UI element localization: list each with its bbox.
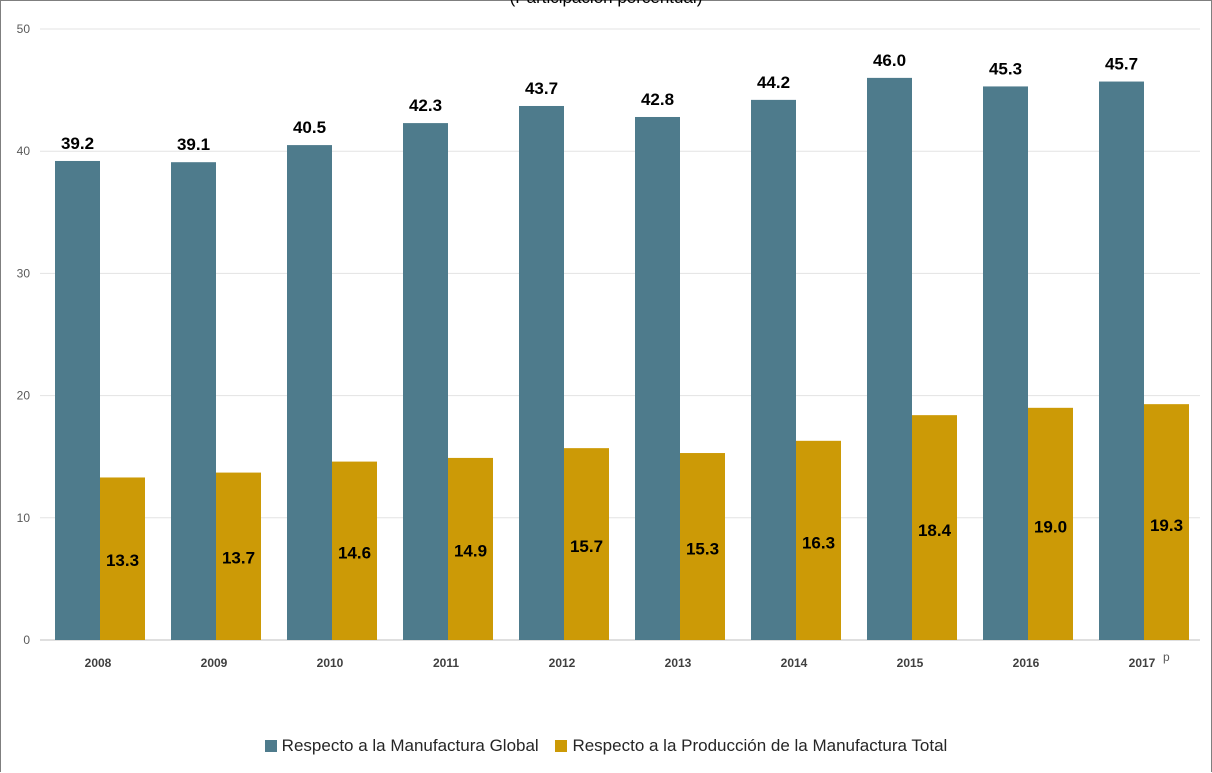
bar-global (635, 116, 680, 640)
data-label-global: 40.5 (293, 118, 326, 137)
bar-global (287, 145, 332, 640)
data-label-total: 15.3 (686, 539, 719, 558)
data-label-total: 16.3 (802, 533, 835, 552)
x-tick-label: 2010 (317, 656, 344, 670)
data-label-global: 39.1 (177, 135, 210, 154)
x-tick-label: 2017 (1129, 656, 1156, 670)
x-tick-label: 2016 (1013, 656, 1040, 670)
bar-total (564, 448, 609, 640)
legend-swatch-global (264, 740, 277, 752)
data-label-total: 15.7 (570, 537, 603, 556)
y-tick-label: 30 (17, 266, 31, 280)
y-tick-label: 50 (17, 22, 31, 36)
legend-item-total: Respecto a la Producción de la Manufactu… (555, 736, 947, 756)
bar-total (332, 461, 377, 640)
data-label-total: 18.4 (918, 521, 952, 540)
y-tick-label: 20 (17, 389, 31, 403)
x-tick-label: 2013 (665, 656, 692, 670)
bar-global (519, 105, 564, 640)
x-tick-label: 2012 (549, 656, 576, 670)
y-tick-label: 40 (17, 144, 31, 158)
chart-subtitle: (Participación porcentual) (0, 0, 1212, 8)
legend-label-global: Respecto a la Manufactura Global (281, 736, 539, 755)
bar-total (216, 472, 261, 640)
bar-global (751, 99, 796, 641)
legend-label-total: Respecto a la Producción de la Manufactu… (572, 736, 948, 755)
data-label-total: 14.9 (454, 542, 487, 561)
bar-global (171, 162, 216, 640)
chart-legend: Respecto a la Manufactura Global Respect… (0, 736, 1212, 757)
data-label-global: 45.7 (1105, 55, 1138, 74)
data-label-global: 46.0 (873, 51, 906, 70)
data-label-global: 44.2 (757, 73, 790, 92)
legend-swatch-total (555, 740, 568, 752)
x-tick-label: 2014 (781, 656, 808, 670)
bar-total (448, 457, 493, 640)
bar-global (403, 123, 448, 641)
bar-global (1099, 81, 1144, 640)
bar-total (680, 453, 725, 640)
x-tick-label: 2015 (897, 656, 924, 670)
legend-item-global: Respecto a la Manufactura Global (264, 736, 539, 756)
data-label-global: 43.7 (525, 79, 558, 98)
bar-global (983, 86, 1028, 640)
data-label-global: 39.2 (61, 134, 94, 153)
bar-total (100, 477, 145, 640)
data-label-global: 45.3 (989, 59, 1022, 78)
x-tick-label: 2011 (433, 656, 459, 670)
data-label-global: 42.3 (409, 96, 442, 115)
x-tick-label: 2009 (201, 656, 228, 670)
bar-total (1144, 404, 1189, 640)
data-label-total: 13.7 (222, 549, 255, 568)
bar-global (55, 160, 100, 640)
data-label-total: 14.6 (338, 543, 371, 562)
x-tick-label: 2008 (85, 656, 112, 670)
data-label-total: 13.3 (106, 551, 139, 570)
x-tick-superscript: p (1163, 650, 1170, 664)
bar-global (867, 77, 912, 640)
data-label-total: 19.0 (1034, 518, 1067, 537)
bar-total (1028, 407, 1073, 640)
data-label-global: 42.8 (641, 90, 674, 109)
y-tick-label: 10 (17, 511, 31, 525)
y-tick-label: 0 (23, 633, 30, 647)
bar-total (796, 440, 841, 640)
bar-total (912, 415, 957, 640)
data-label-total: 19.3 (1150, 516, 1183, 535)
